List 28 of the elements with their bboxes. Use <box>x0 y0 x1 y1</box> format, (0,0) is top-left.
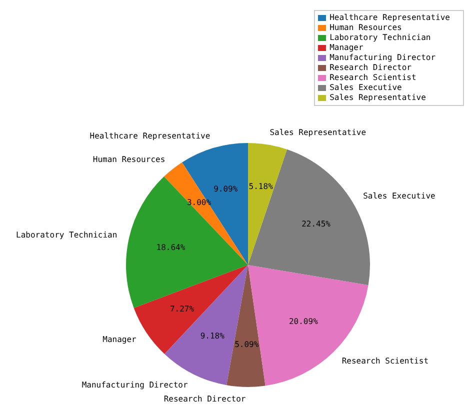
legend-label: Research Director <box>330 63 412 72</box>
slice-label: Healthcare Representative <box>90 132 210 141</box>
slice-label: Sales Representative <box>270 128 366 138</box>
slice-label: Research Scientist <box>342 356 429 366</box>
data-label: 22.45% <box>302 220 331 229</box>
slice-label: Human Resources <box>92 154 166 164</box>
pie-slice <box>226 265 266 387</box>
legend-label: Human Resources <box>330 23 402 32</box>
legend-label: Sales Representative <box>330 93 426 102</box>
legend-label: Sales Executive <box>330 83 402 92</box>
data-label: 20.09% <box>288 317 318 326</box>
slice-label: Manager <box>102 335 137 344</box>
data-label: 18.64% <box>156 242 186 252</box>
legend-label: Research Scientist <box>330 73 416 82</box>
data-label: 9.18% <box>200 331 225 340</box>
legend-label: Manufacturing Director <box>330 53 436 62</box>
legend-label: Healthcare Representative <box>330 13 450 22</box>
pie-slice <box>248 143 288 265</box>
data-label: 5.09% <box>234 340 259 349</box>
legend-label: Laboratory Technician <box>330 33 431 42</box>
data-label: 9.09% <box>214 184 238 194</box>
slice-label: Laboratory Technician <box>16 230 118 240</box>
data-label: 5.18% <box>248 182 274 192</box>
slice-label: Research Director <box>164 394 246 404</box>
slice-label: Sales Executive <box>363 192 436 201</box>
slice-label: Manufacturing Director <box>82 380 188 390</box>
legend-label: Manager <box>330 43 364 52</box>
data-label: 7.27% <box>170 304 194 314</box>
